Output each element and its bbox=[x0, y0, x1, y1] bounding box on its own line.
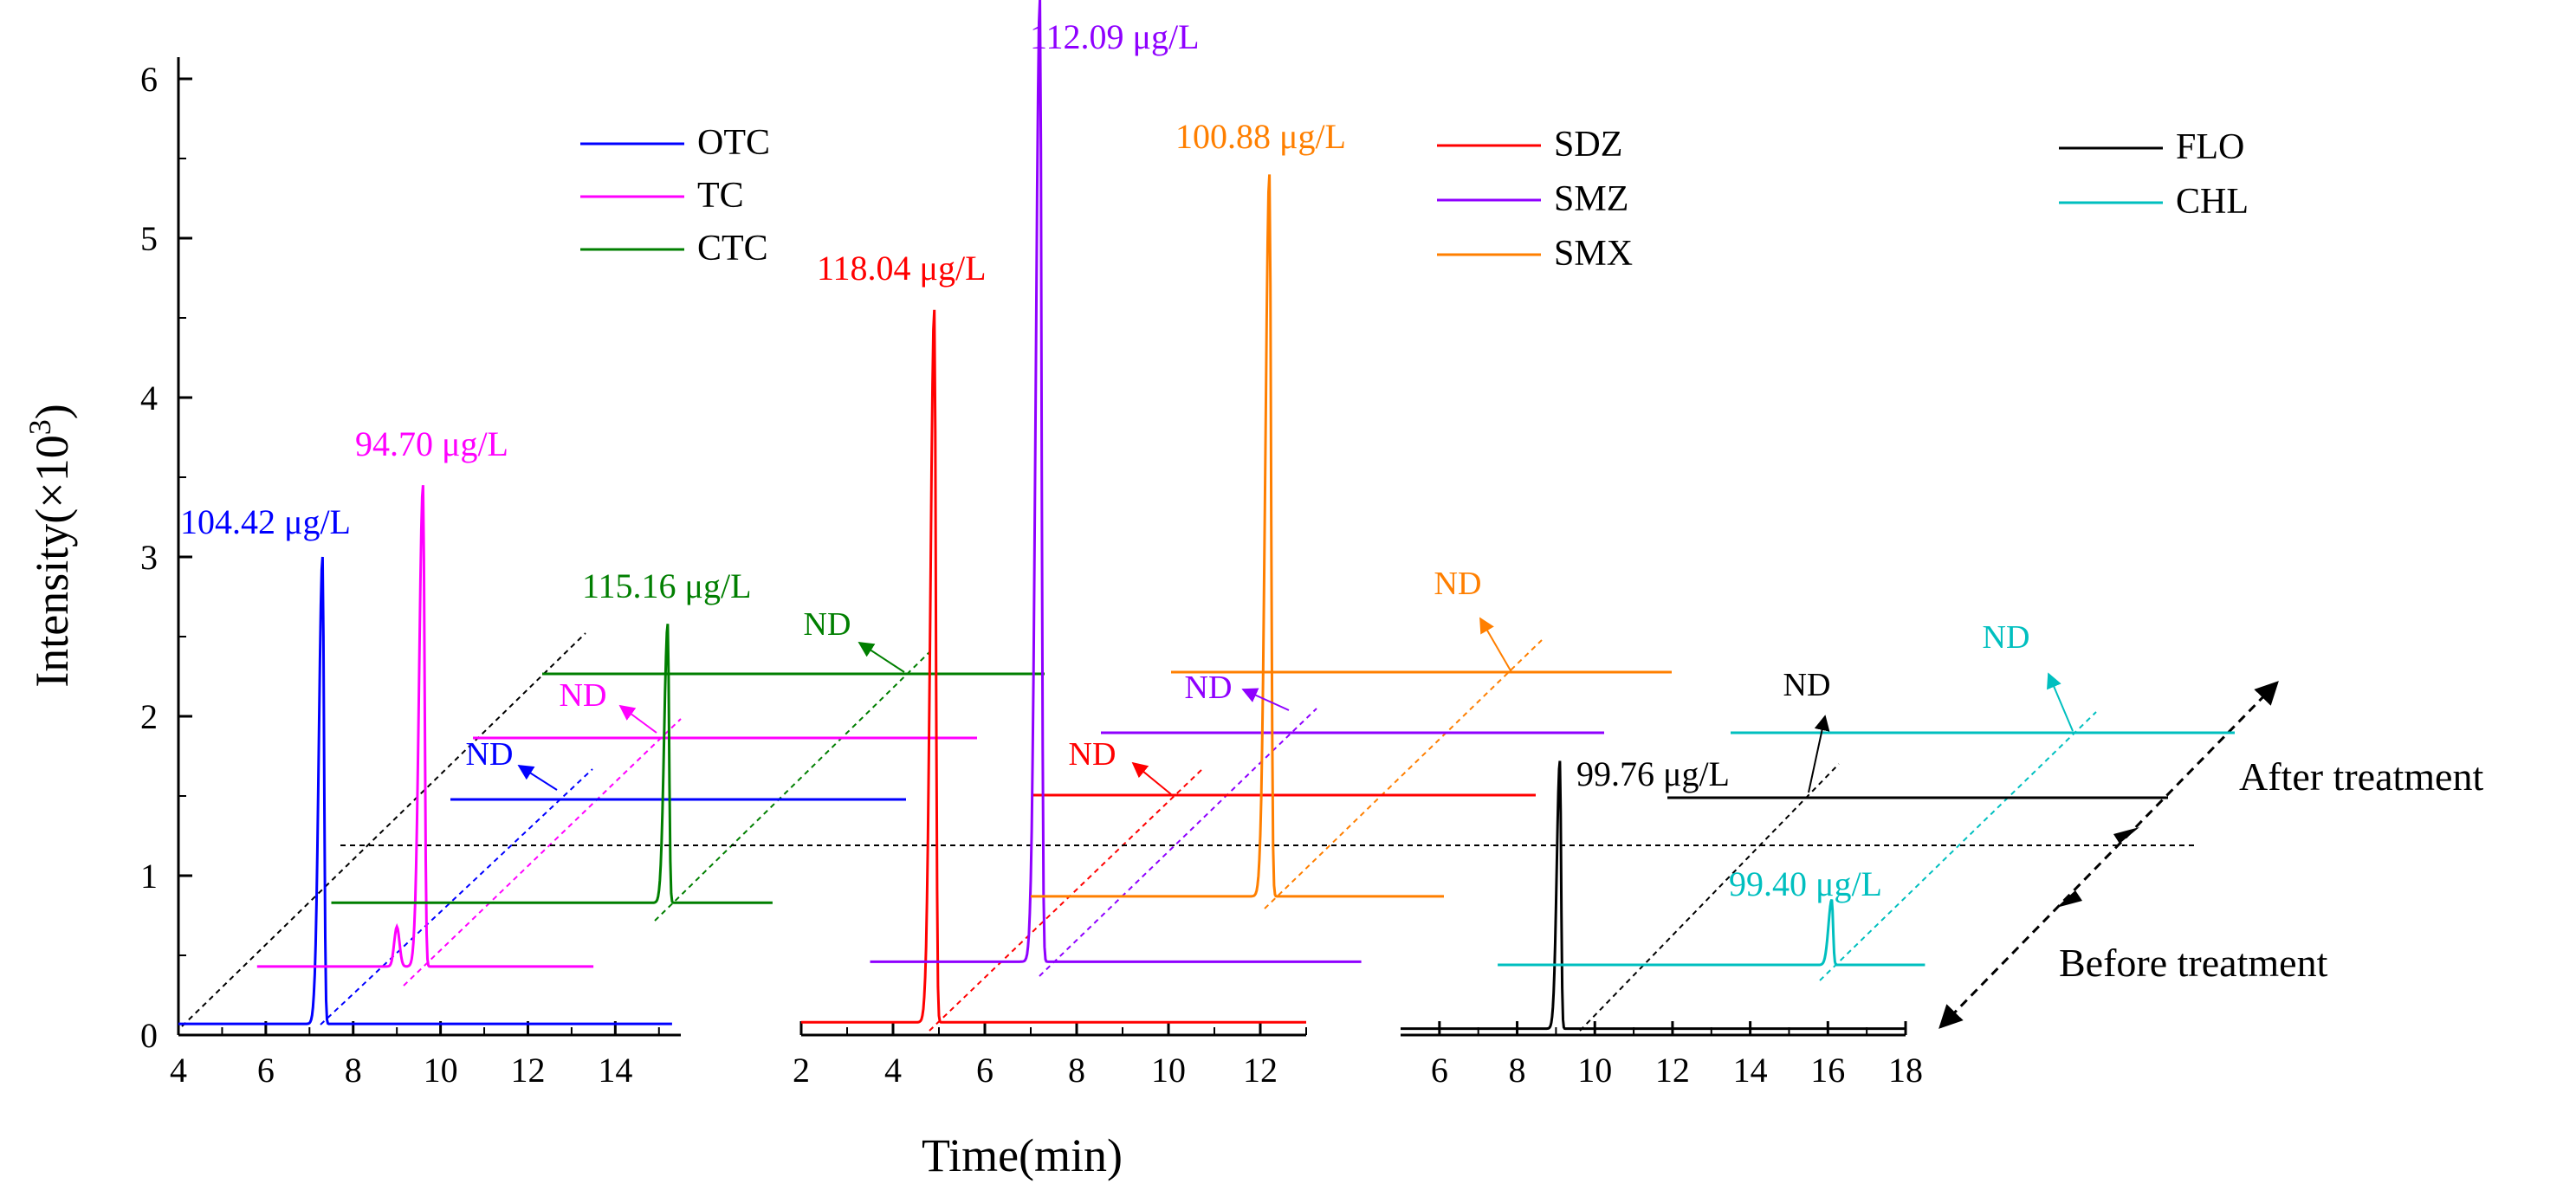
x-tick-label: 2 bbox=[793, 1051, 810, 1090]
trace-chl-before bbox=[1498, 899, 1926, 967]
y-tick-label: 4 bbox=[140, 379, 158, 417]
peak-label-tc: 94.70 μg/L bbox=[355, 424, 508, 463]
y-tick-label: 6 bbox=[140, 60, 158, 99]
peak-label-smx: 100.88 μg/L bbox=[1175, 117, 1346, 156]
diagonal-guide-tc bbox=[403, 718, 682, 987]
y-tick-label: 5 bbox=[140, 219, 158, 258]
diagonal-guide-flo bbox=[1579, 763, 1840, 1032]
x-tick-label: 8 bbox=[345, 1051, 362, 1090]
nd-arrow-chl bbox=[2047, 672, 2074, 732]
after-treatment-label: After treatment bbox=[2239, 754, 2483, 799]
nd-arrow-sdz bbox=[1131, 761, 1172, 795]
x-tick-label: 8 bbox=[1509, 1051, 1526, 1090]
nd-arrow-flo bbox=[1808, 715, 1830, 793]
peak-label-smz: 112.09 μg/L bbox=[1030, 17, 1200, 56]
x-tick-label: 10 bbox=[1577, 1051, 1612, 1090]
legend-label-smz: SMZ bbox=[1554, 179, 1628, 219]
peak-label-sdz: 118.04 μg/L bbox=[817, 249, 987, 288]
nd-arrow-tc bbox=[618, 704, 657, 734]
legend-label-otc: OTC bbox=[697, 123, 770, 163]
x-tick-label: 12 bbox=[510, 1051, 545, 1090]
x-tick-label: 6 bbox=[976, 1051, 994, 1090]
y-axis-title: Intensity(×103) bbox=[23, 404, 78, 687]
y-axis-title-exponent: 3 bbox=[23, 419, 57, 435]
treatment-axis-arrow bbox=[1938, 681, 2279, 1029]
legend-label-chl: CHL bbox=[2176, 182, 2249, 222]
trace-otc-before bbox=[178, 556, 672, 1026]
peak-label-otc: 104.42 μg/L bbox=[180, 502, 351, 541]
legend-label-smx: SMX bbox=[1554, 234, 1633, 274]
x-tick-label: 12 bbox=[1655, 1051, 1690, 1090]
diagonal-guide-sdz bbox=[929, 768, 1203, 1032]
trace-tc-before bbox=[256, 485, 594, 968]
diagonal-guide-ctc bbox=[654, 650, 931, 922]
nd-arrow-smx bbox=[1479, 617, 1512, 673]
nd-label-smz: ND bbox=[1185, 670, 1233, 706]
labels-layer: ND 104.42 μg/L ND 94.70 μg/L ND 115.16 μg/L ND… bbox=[180, 17, 2074, 903]
nd-label-sdz: ND bbox=[1069, 736, 1116, 773]
trace-ctc-before bbox=[331, 624, 773, 904]
diagonal-guide-chl bbox=[1819, 711, 2097, 981]
before-treatment-label: Before treatment bbox=[2059, 941, 2328, 985]
trace-smz-before bbox=[870, 0, 1362, 963]
x-tick-label: 4 bbox=[170, 1051, 187, 1090]
nd-arrow-ctc bbox=[858, 642, 905, 673]
legend-label-tc: TC bbox=[697, 176, 744, 216]
nd-label-otc: ND bbox=[466, 736, 514, 773]
nd-label-tc: ND bbox=[560, 677, 607, 714]
nd-label-flo: ND bbox=[1783, 667, 1831, 703]
y-axis-title-main: Intensity(×10 bbox=[26, 435, 78, 687]
diagonal-guide-otc bbox=[320, 768, 593, 1026]
trace-sdz-before bbox=[801, 309, 1306, 1024]
x-axis-title: Time(min) bbox=[922, 1129, 1123, 1181]
x-tick-label: 10 bbox=[1151, 1051, 1186, 1090]
nd-label-smx: ND bbox=[1434, 566, 1482, 602]
x-tick-label: 14 bbox=[1733, 1051, 1768, 1090]
treatment-marker-lower bbox=[2056, 890, 2082, 908]
nd-arrow-smz bbox=[1241, 688, 1290, 711]
trace-smx-before bbox=[1031, 174, 1444, 898]
peak-label-flo: 99.76 μg/L bbox=[1576, 754, 1730, 793]
legend-label-flo: FLO bbox=[2176, 127, 2244, 167]
traces-layer bbox=[178, 0, 2235, 1031]
nd-label-chl: ND bbox=[1983, 619, 2030, 656]
peak-label-ctc: 115.16 μg/L bbox=[582, 566, 752, 605]
peak-label-chl: 99.40 μg/L bbox=[1729, 864, 1882, 903]
x-tick-label: 18 bbox=[1888, 1051, 1923, 1090]
y-tick-label: 1 bbox=[140, 857, 158, 896]
legend-layer: OTC TC CTC SDZ SMZ SMX FLO CHL bbox=[580, 123, 2249, 274]
y-axis-title-end: ) bbox=[26, 404, 78, 419]
y-tick-label: 3 bbox=[140, 538, 158, 577]
x-tick-label: 4 bbox=[884, 1051, 902, 1090]
y-tick-label: 0 bbox=[140, 1016, 158, 1055]
legend-label-sdz: SDZ bbox=[1554, 125, 1622, 165]
x-tick-label: 14 bbox=[598, 1051, 632, 1090]
x-tick-label: 10 bbox=[424, 1051, 458, 1090]
x-tick-label: 6 bbox=[1431, 1051, 1448, 1090]
diagonal-guide-smz bbox=[1039, 708, 1317, 977]
x-tick-label: 16 bbox=[1810, 1051, 1845, 1090]
guide-layer bbox=[181, 632, 2279, 1032]
nd-arrow-otc bbox=[517, 765, 558, 791]
x-tick-label: 8 bbox=[1068, 1051, 1085, 1090]
trace-flo-before bbox=[1401, 760, 1906, 1031]
x-tick-label: 6 bbox=[257, 1051, 275, 1090]
diagonal-guide-smx bbox=[1264, 639, 1543, 909]
legend-label-ctc: CTC bbox=[697, 229, 768, 269]
x-tick-label: 12 bbox=[1243, 1051, 1278, 1090]
nd-label-ctc: ND bbox=[804, 606, 851, 643]
treatment-marker-upper bbox=[2113, 827, 2139, 844]
y-tick-label: 2 bbox=[140, 697, 158, 736]
diagonal-guide-reference bbox=[181, 632, 586, 1027]
